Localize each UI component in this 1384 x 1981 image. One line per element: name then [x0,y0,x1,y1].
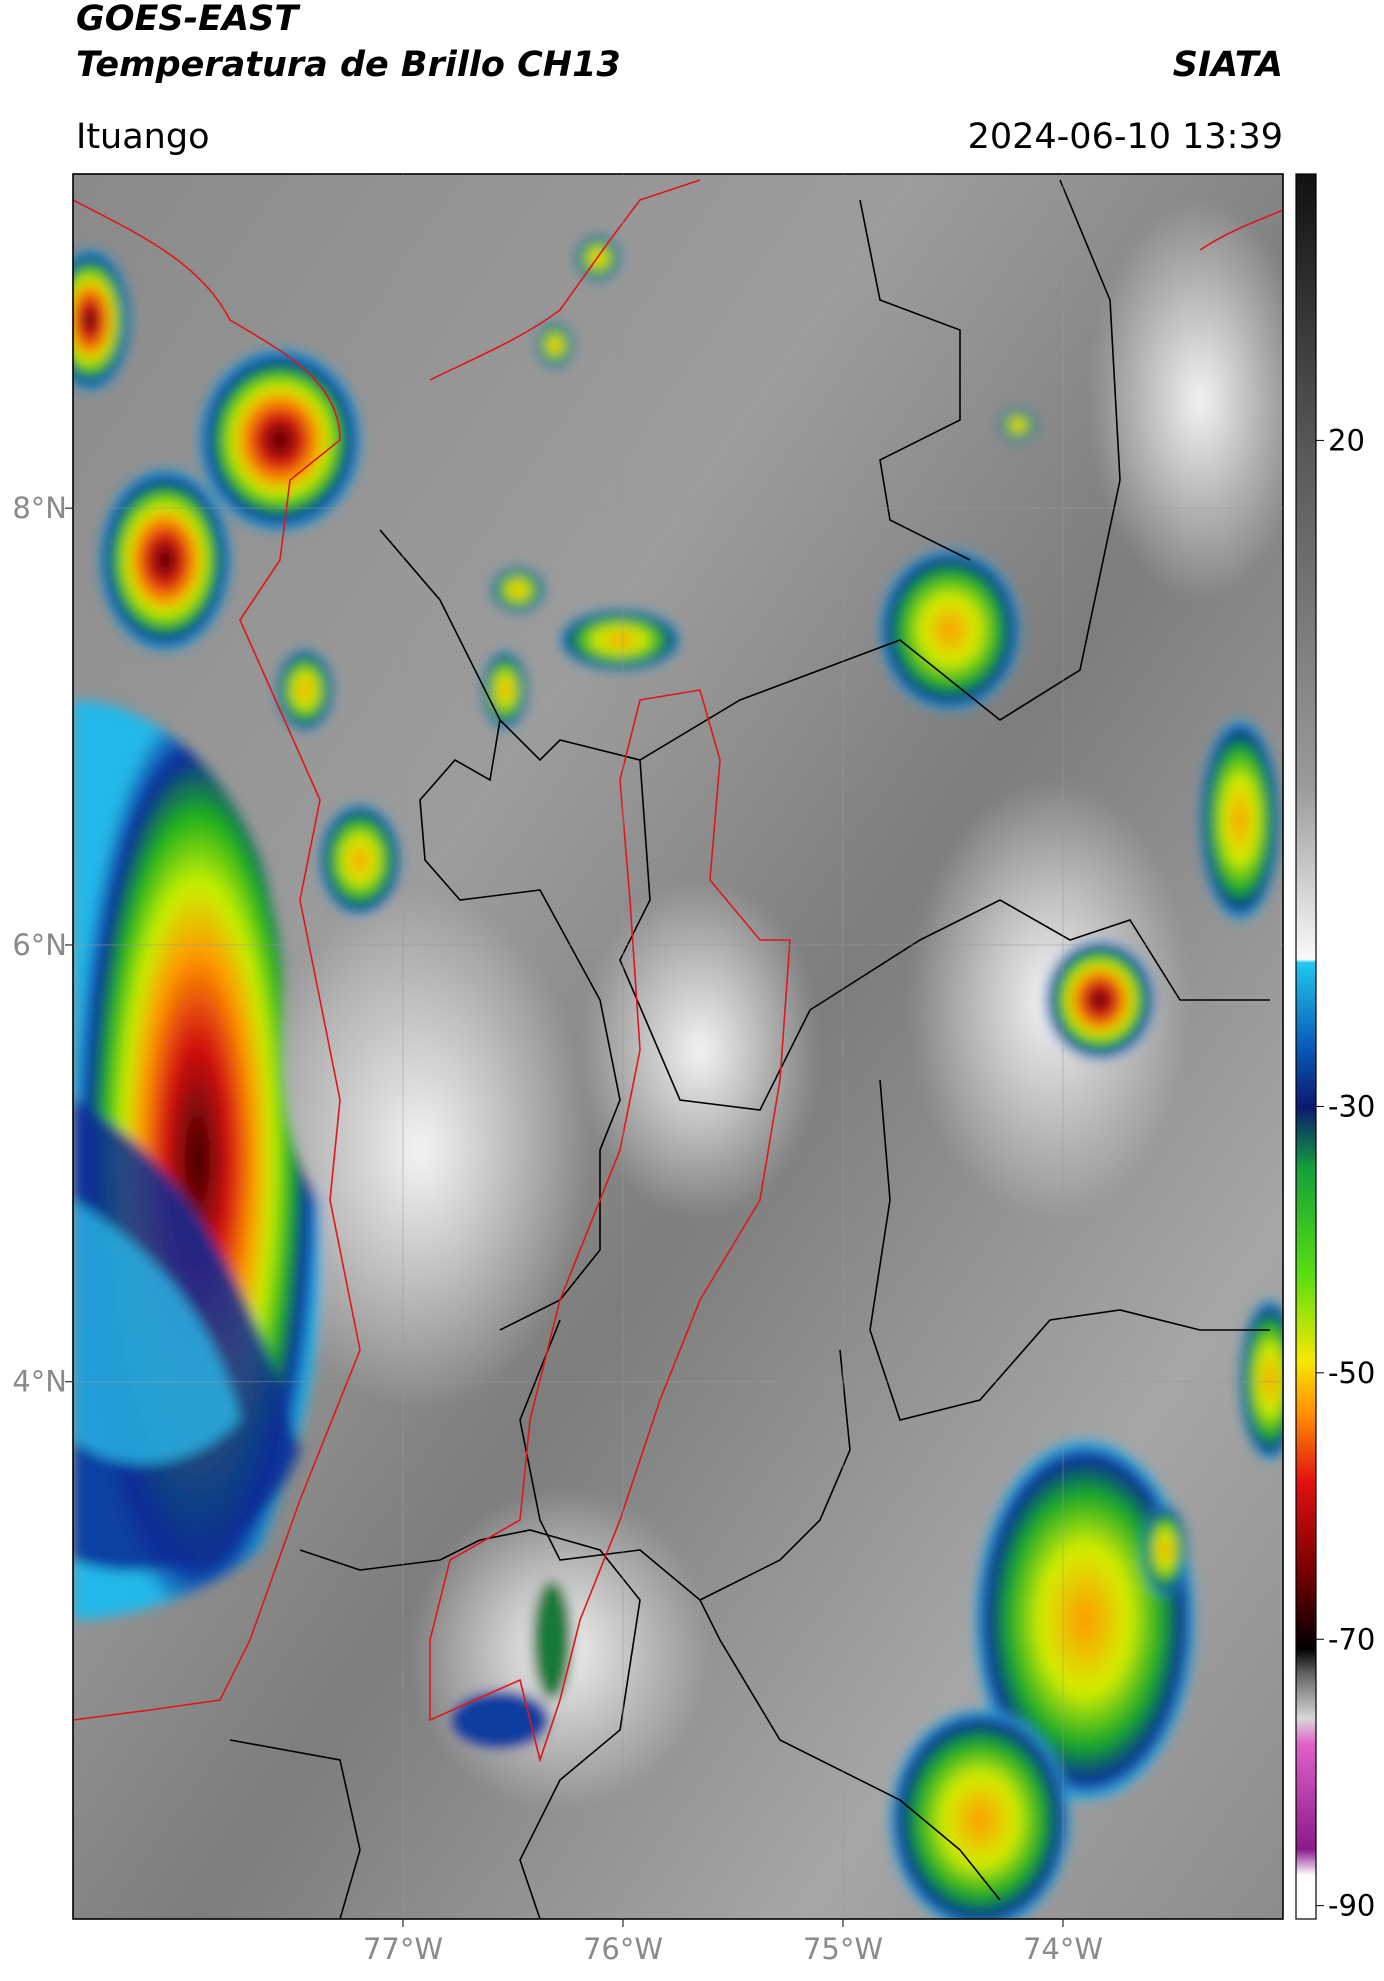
y-tick-label: 6°N [12,928,67,962]
title: GOES-EAST [76,0,301,39]
map-frame [72,173,1284,1920]
satellite-image [73,174,1283,1919]
subtitle: Temperatura de Brillo CH13 [76,45,621,85]
colorbar-tick-label: 20 [1328,423,1365,457]
colorbar-tick-label: -70 [1328,1622,1375,1656]
x-tick-label: 75°W [803,1932,883,1966]
x-tick-label: 74°W [1023,1932,1103,1966]
colorbar [1295,173,1317,1920]
location: Ituango [76,117,210,157]
y-tick-label: 4°N [12,1365,67,1399]
colorbar-tick-label: -50 [1328,1356,1375,1390]
coastline [73,179,1283,1763]
colorbar-tick-label: -30 [1328,1089,1375,1123]
clouds [73,200,1283,1919]
y-tick-label: 8°N [12,491,67,525]
colorbar-tick-label: -90 [1328,1889,1375,1923]
datetime: 2024-06-10 13:39 [968,117,1283,157]
x-tick-label: 76°W [583,1932,663,1966]
source: SIATA [1173,45,1283,85]
x-tick-label: 77°W [363,1932,443,1966]
